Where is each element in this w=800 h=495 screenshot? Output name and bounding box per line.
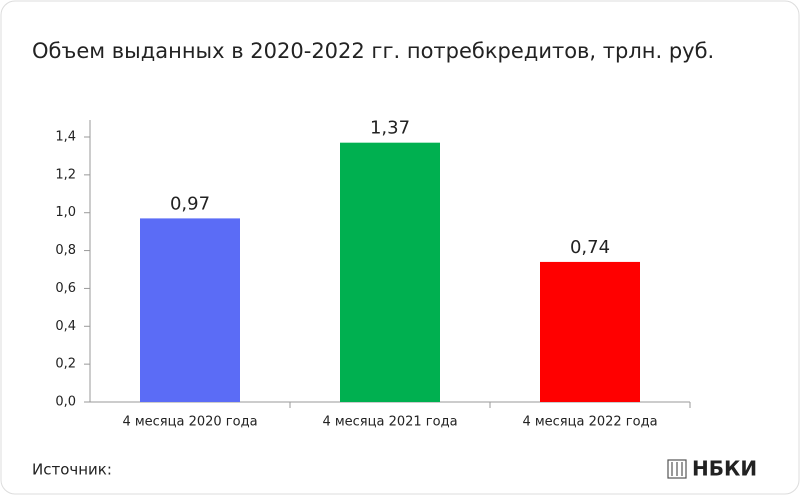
y-tick-label: 0,2 xyxy=(55,357,76,372)
bar xyxy=(340,142,440,402)
y-tick-label: 0,6 xyxy=(55,281,76,296)
y-tick-label: 0,8 xyxy=(55,243,76,258)
bar xyxy=(140,218,240,402)
value-label: 0,74 xyxy=(570,237,610,258)
y-tick-label: 1,0 xyxy=(55,205,76,220)
x-tick-label: 4 месяца 2022 года xyxy=(522,415,657,430)
value-label: 1,37 xyxy=(370,118,410,139)
y-tick-label: 1,4 xyxy=(55,130,76,145)
logo: НБКИ xyxy=(692,457,757,481)
x-tick-label: 4 месяца 2020 года xyxy=(122,415,257,430)
chart-title: Объем выданных в 2020-2022 гг. потребкре… xyxy=(32,39,714,63)
y-tick-label: 0,0 xyxy=(55,395,76,410)
y-tick-label: 1,2 xyxy=(55,167,76,182)
y-tick-label: 0,4 xyxy=(55,319,76,334)
value-label: 0,97 xyxy=(170,193,210,214)
source: Источник: xyxy=(32,461,112,479)
bar xyxy=(540,261,640,402)
x-tick-label: 4 месяца 2021 года xyxy=(322,415,457,430)
logo-icon xyxy=(667,459,687,479)
